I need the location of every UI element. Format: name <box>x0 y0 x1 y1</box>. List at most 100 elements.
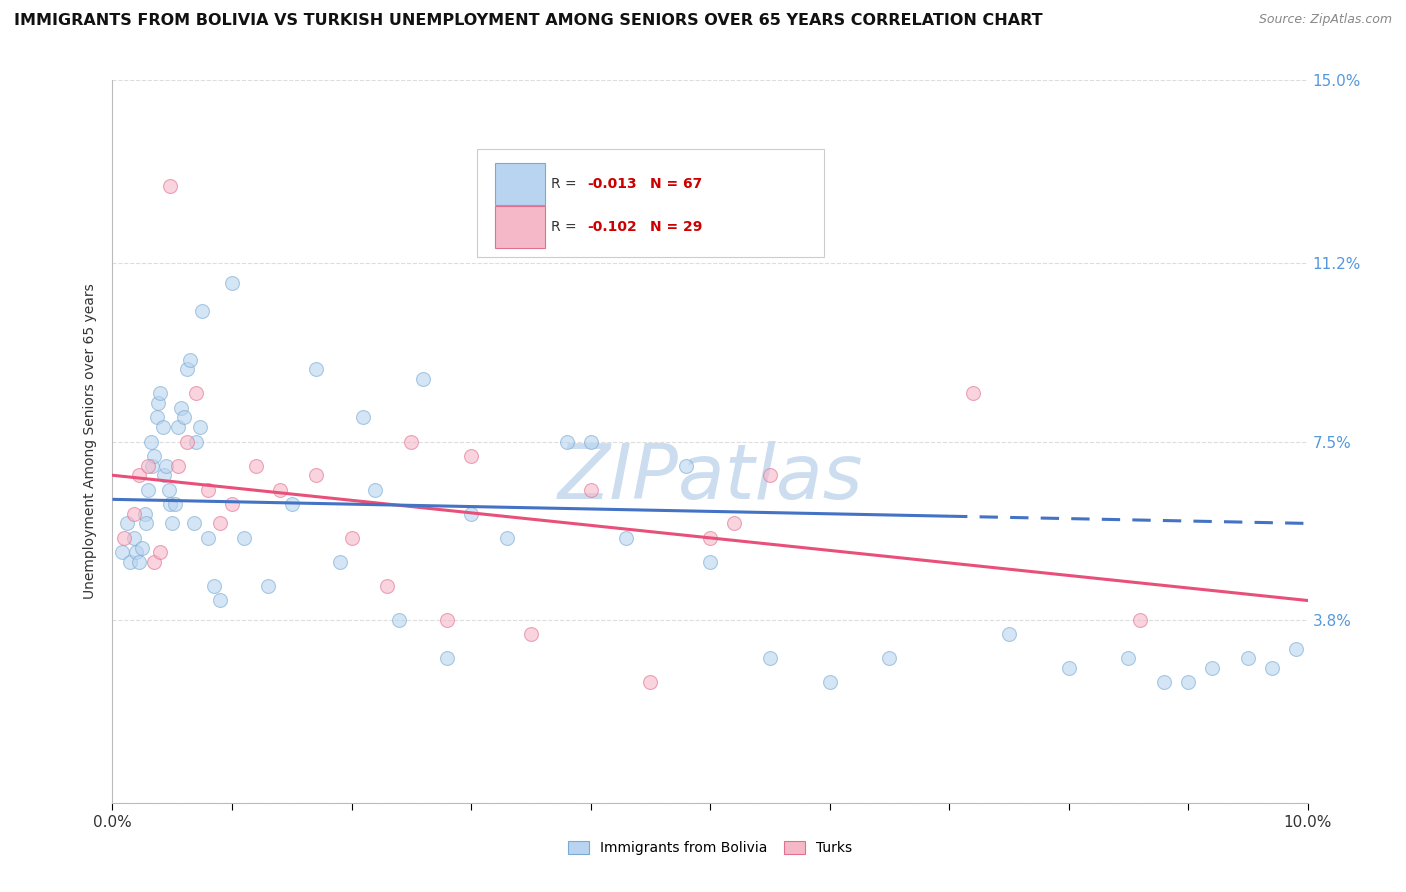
Point <box>759 651 782 665</box>
Point <box>879 651 901 665</box>
Point <box>281 497 304 511</box>
Point <box>520 218 543 232</box>
Point <box>998 627 1021 641</box>
Point <box>233 531 256 545</box>
Point <box>723 516 745 531</box>
Point <box>176 434 198 449</box>
Point <box>1057 661 1080 675</box>
Text: R =: R = <box>551 220 581 234</box>
Point <box>139 434 162 449</box>
Point <box>115 516 138 531</box>
Point <box>153 468 176 483</box>
Point <box>364 483 387 497</box>
Point <box>125 545 148 559</box>
Point <box>183 516 205 531</box>
Point <box>188 420 211 434</box>
Point <box>460 449 482 463</box>
Point <box>120 555 142 569</box>
Point <box>699 555 721 569</box>
Point <box>221 497 243 511</box>
Point <box>135 516 157 531</box>
Point <box>305 362 328 376</box>
Point <box>305 468 328 483</box>
Point <box>167 420 190 434</box>
FancyBboxPatch shape <box>495 206 546 248</box>
Point <box>202 579 225 593</box>
Point <box>1201 661 1223 675</box>
Point <box>1177 675 1199 690</box>
Point <box>191 304 214 318</box>
Point <box>353 410 375 425</box>
Point <box>209 593 232 607</box>
Point <box>134 507 156 521</box>
Point <box>167 458 190 473</box>
Point <box>436 613 458 627</box>
Point <box>146 396 169 410</box>
Point <box>759 468 782 483</box>
Point <box>818 675 841 690</box>
FancyBboxPatch shape <box>477 149 824 257</box>
Point <box>401 434 423 449</box>
Point <box>520 627 543 641</box>
Point <box>149 545 172 559</box>
Point <box>555 434 578 449</box>
Point <box>162 516 183 531</box>
Text: -0.102: -0.102 <box>586 220 637 234</box>
Point <box>155 458 177 473</box>
Point <box>157 483 180 497</box>
Point <box>159 179 181 194</box>
Point <box>122 507 145 521</box>
Point <box>152 420 174 434</box>
Point <box>138 458 160 473</box>
Point <box>329 555 352 569</box>
Point <box>340 531 363 545</box>
Point <box>197 531 219 545</box>
Point <box>138 483 160 497</box>
Point <box>388 613 411 627</box>
Point <box>122 531 145 545</box>
Point <box>128 555 150 569</box>
Point <box>496 531 519 545</box>
Point <box>412 372 434 386</box>
Point <box>176 362 198 376</box>
Point <box>579 434 602 449</box>
Text: -0.013: -0.013 <box>586 177 637 191</box>
Point <box>179 352 201 367</box>
Point <box>699 531 721 545</box>
Point <box>269 483 291 497</box>
Point <box>209 516 232 531</box>
Point <box>377 579 399 593</box>
Text: N = 67: N = 67 <box>651 177 703 191</box>
Text: IMMIGRANTS FROM BOLIVIA VS TURKISH UNEMPLOYMENT AMONG SENIORS OVER 65 YEARS CORR: IMMIGRANTS FROM BOLIVIA VS TURKISH UNEMP… <box>14 13 1043 29</box>
Point <box>460 507 482 521</box>
Point <box>436 651 458 665</box>
Point <box>579 483 602 497</box>
Text: ZIPatlas: ZIPatlas <box>557 441 863 515</box>
Point <box>114 531 135 545</box>
Text: Source: ZipAtlas.com: Source: ZipAtlas.com <box>1258 13 1392 27</box>
Point <box>145 410 167 425</box>
Point <box>173 410 195 425</box>
Point <box>149 386 172 401</box>
Point <box>1237 651 1260 665</box>
Point <box>1118 651 1140 665</box>
Point <box>1153 675 1175 690</box>
Y-axis label: Unemployment Among Seniors over 65 years: Unemployment Among Seniors over 65 years <box>83 284 97 599</box>
Text: R =: R = <box>551 177 581 191</box>
Point <box>111 545 134 559</box>
Point <box>143 555 166 569</box>
Point <box>221 276 243 290</box>
Point <box>163 497 186 511</box>
FancyBboxPatch shape <box>495 162 546 204</box>
Point <box>1129 613 1152 627</box>
Legend: Immigrants from Bolivia, Turks: Immigrants from Bolivia, Turks <box>562 836 858 861</box>
Text: N = 29: N = 29 <box>651 220 703 234</box>
Point <box>159 497 181 511</box>
Point <box>1285 641 1308 656</box>
Point <box>962 386 984 401</box>
Point <box>616 531 638 545</box>
Point <box>186 434 208 449</box>
Point <box>169 401 191 415</box>
Point <box>640 160 662 174</box>
Point <box>675 458 697 473</box>
